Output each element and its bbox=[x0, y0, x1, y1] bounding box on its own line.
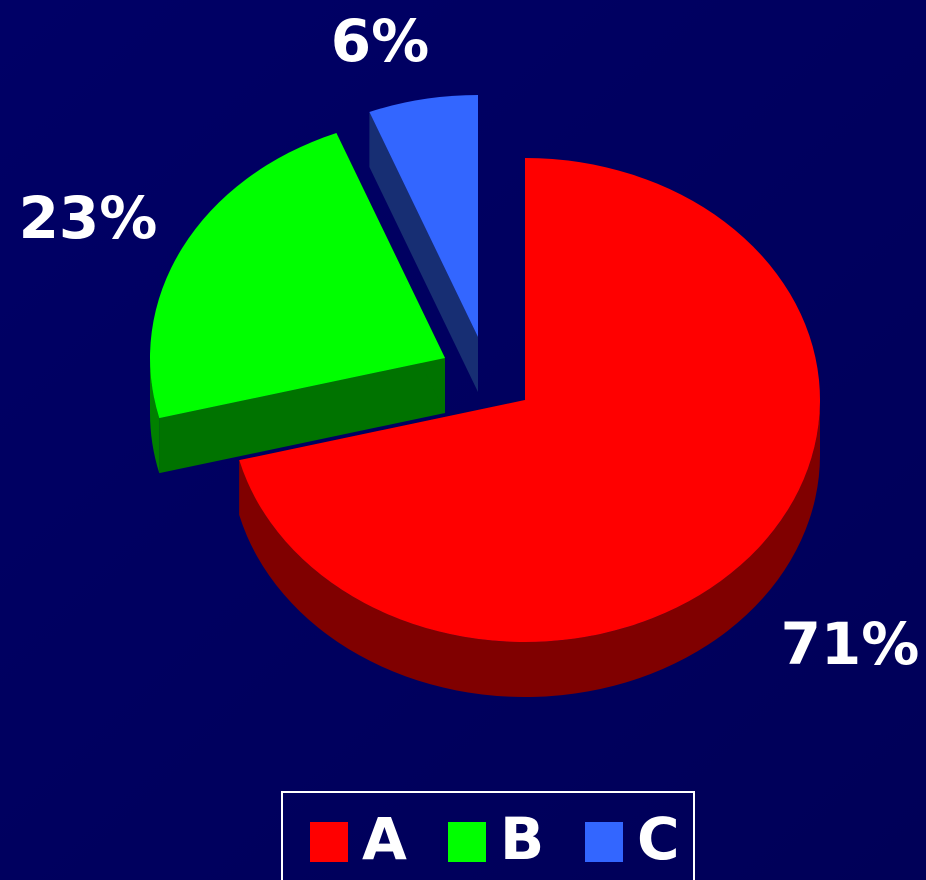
legend-swatch bbox=[310, 822, 348, 862]
slice-side bbox=[150, 358, 160, 474]
slice bbox=[239, 158, 821, 642]
slice-wall bbox=[369, 111, 478, 393]
pie: 71% 23% 6% bbox=[19, 7, 920, 697]
legend-label: C bbox=[637, 805, 680, 873]
slice-side bbox=[239, 400, 821, 697]
legend-swatch bbox=[585, 822, 623, 862]
data-label: 6% bbox=[331, 7, 429, 75]
legend: A B C bbox=[281, 791, 695, 880]
data-label: 23% bbox=[19, 184, 158, 252]
legend-label: A bbox=[362, 805, 407, 873]
data-label: 71% bbox=[781, 610, 920, 678]
slice bbox=[369, 95, 478, 337]
slice bbox=[150, 132, 445, 419]
legend-label: B bbox=[500, 805, 544, 873]
slice-wall bbox=[159, 358, 445, 474]
legend-box bbox=[281, 791, 695, 880]
legend-swatch bbox=[448, 822, 486, 862]
